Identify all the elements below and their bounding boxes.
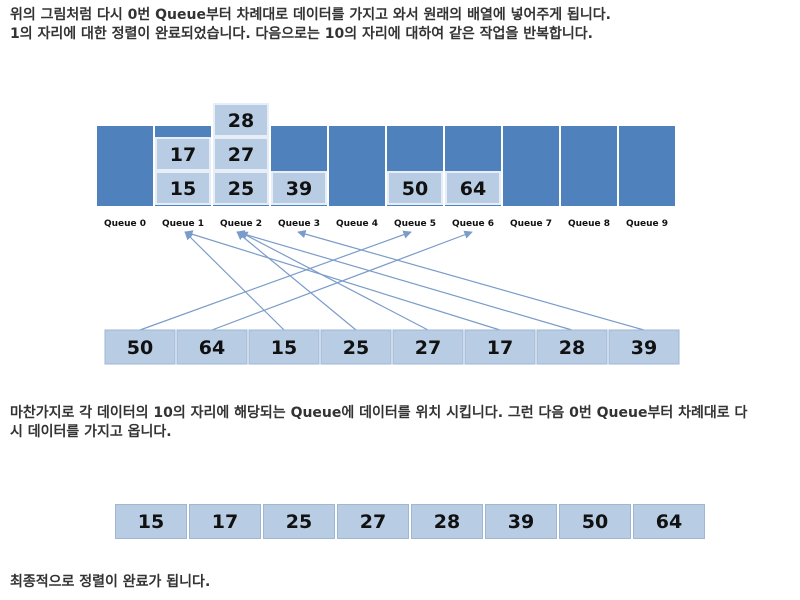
input-cell — [392, 329, 464, 365]
queue-item-box — [445, 171, 501, 205]
conclusion-paragraph: 최종적으로 정렬이 완료가 됩니다. — [10, 573, 210, 592]
queue-item-value: 39 — [286, 178, 312, 200]
mapping-arrow — [239, 231, 429, 331]
input-value: 50 — [127, 337, 153, 359]
input-cell — [176, 329, 248, 365]
queue-items: 15 17 25 27 28 39 50 64 — [155, 103, 501, 205]
queue-item-box — [213, 103, 269, 137]
mapping-arrows — [139, 230, 645, 331]
queue-label-9: Queue 9 — [626, 219, 668, 229]
sorted-cell: 17 — [189, 504, 261, 539]
input-cell — [320, 329, 392, 365]
mapping-arrow — [184, 231, 285, 331]
input-value: 27 — [415, 337, 441, 359]
sorted-cell: 28 — [411, 504, 483, 539]
explanation-line-1: 마찬가지로 각 데이터의 10의 자리에 해당되는 Queue에 데이터를 위치… — [10, 405, 748, 421]
queue-column-9 — [619, 126, 675, 206]
intro-paragraph: 위의 그림처럼 다시 0번 Queue부터 차례대로 데이터를 가지고 와서 원… — [10, 6, 611, 44]
mapping-arrow — [297, 230, 645, 331]
queue-label-1: Queue 1 — [162, 219, 204, 229]
input-cell — [608, 329, 680, 365]
input-value: 25 — [343, 337, 369, 359]
input-value: 15 — [271, 337, 297, 359]
sorted-cell: 64 — [633, 504, 705, 539]
sorted-cell: 39 — [485, 504, 557, 539]
input-value: 28 — [559, 337, 585, 359]
queue-item-value: 28 — [228, 110, 254, 132]
input-cell — [464, 329, 536, 365]
input-array: 50 64 15 25 27 17 28 39 — [104, 329, 680, 365]
explanation-paragraph: 마찬가지로 각 데이터의 10의 자리에 해당되는 Queue에 데이터를 위치… — [10, 404, 747, 442]
sorted-cell: 27 — [337, 504, 409, 539]
queue-item-box — [271, 171, 327, 205]
queue-item-value: 50 — [402, 178, 428, 200]
queue-label-7: Queue 7 — [510, 219, 552, 229]
queue-label-6: Queue 6 — [452, 219, 494, 229]
input-value: 17 — [487, 337, 513, 359]
sorted-array: 15 17 25 27 28 39 50 64 — [115, 504, 707, 539]
queue-item-box — [155, 137, 211, 171]
mapping-arrow — [184, 230, 501, 331]
queue-item-value: 25 — [228, 178, 254, 200]
queue-column-8 — [561, 126, 617, 206]
queue-column-7 — [503, 126, 559, 206]
intro-line-2: 1의 자리에 대한 정렬이 완료되었습니다. 다음으로는 10의 자리에 대하여… — [10, 26, 593, 42]
queue-item-box — [213, 137, 269, 171]
intro-line-1: 위의 그림처럼 다시 0번 Queue부터 차례대로 데이터를 가지고 와서 원… — [10, 7, 611, 23]
mapping-arrow — [236, 231, 357, 331]
mapping-arrow — [139, 230, 412, 331]
input-cell — [248, 329, 320, 365]
queue-label-5: Queue 5 — [394, 219, 436, 229]
queue-item-box — [155, 171, 211, 205]
queue-column-0 — [97, 126, 153, 206]
queue-item-value: 64 — [460, 178, 486, 200]
mapping-arrow — [236, 230, 573, 331]
queue-label-2: Queue 2 — [220, 219, 262, 229]
queue-column-4 — [329, 126, 385, 206]
sorted-cell: 50 — [559, 504, 631, 539]
queue-label-0: Queue 0 — [104, 219, 146, 229]
input-cell — [536, 329, 608, 365]
queue-item-value: 17 — [170, 144, 196, 166]
input-value: 64 — [199, 337, 225, 359]
queue-item-box — [387, 171, 443, 205]
queue-item-box — [213, 171, 269, 205]
sorted-cell: 15 — [115, 504, 187, 539]
queue-labels: Queue 0 Queue 1 Queue 2 Queue 3 Queue 4 Queue… — [104, 219, 668, 229]
queue-label-3: Queue 3 — [278, 219, 320, 229]
queue-label-8: Queue 8 — [568, 219, 610, 229]
sorted-cell: 25 — [263, 504, 335, 539]
conclusion-line-1: 최종적으로 정렬이 완료가 됩니다. — [10, 574, 211, 590]
queue-item-value: 15 — [170, 178, 196, 200]
input-cell — [104, 329, 176, 365]
queue-item-value: 27 — [228, 144, 254, 166]
queue-label-4: Queue 4 — [336, 219, 378, 229]
explanation-line-2: 시 데이터를 가지고 옵니다. — [10, 424, 172, 440]
input-value: 39 — [631, 337, 657, 359]
